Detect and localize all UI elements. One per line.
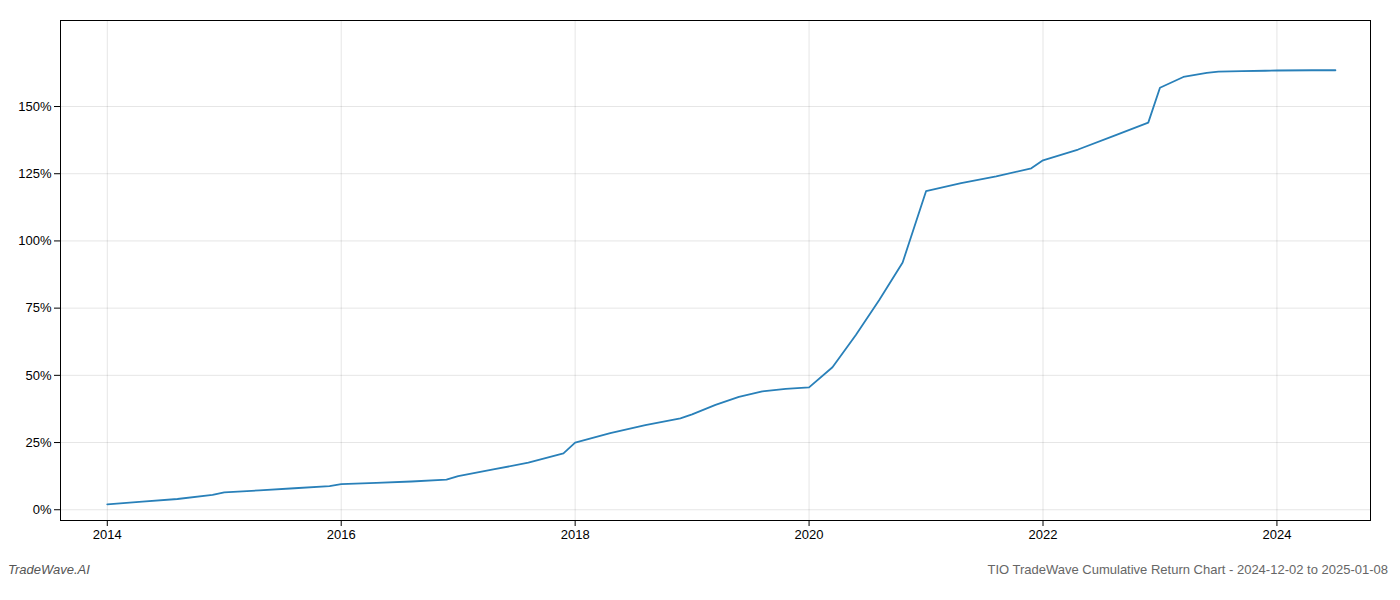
svg-text:25%: 25% xyxy=(25,435,51,450)
svg-text:100%: 100% xyxy=(18,233,52,248)
svg-text:2024: 2024 xyxy=(1262,527,1291,542)
svg-text:2016: 2016 xyxy=(327,527,356,542)
html-text:TradeWave.AI: TradeWave.AI xyxy=(8,562,90,577)
svg-text:2014: 2014 xyxy=(93,527,122,542)
svg-text:2018: 2018 xyxy=(561,527,590,542)
svg-text:2022: 2022 xyxy=(1029,527,1058,542)
svg-text:150%: 150% xyxy=(18,99,52,114)
svg-text:75%: 75% xyxy=(25,300,51,315)
html-text:TIO TradeWave Cumulative Retur: TIO TradeWave Cumulative Return Chart - … xyxy=(987,562,1388,577)
svg-text:50%: 50% xyxy=(25,367,51,382)
svg-text:125%: 125% xyxy=(18,166,52,181)
svg-text:0%: 0% xyxy=(33,502,52,517)
svg-text:2020: 2020 xyxy=(795,527,824,542)
